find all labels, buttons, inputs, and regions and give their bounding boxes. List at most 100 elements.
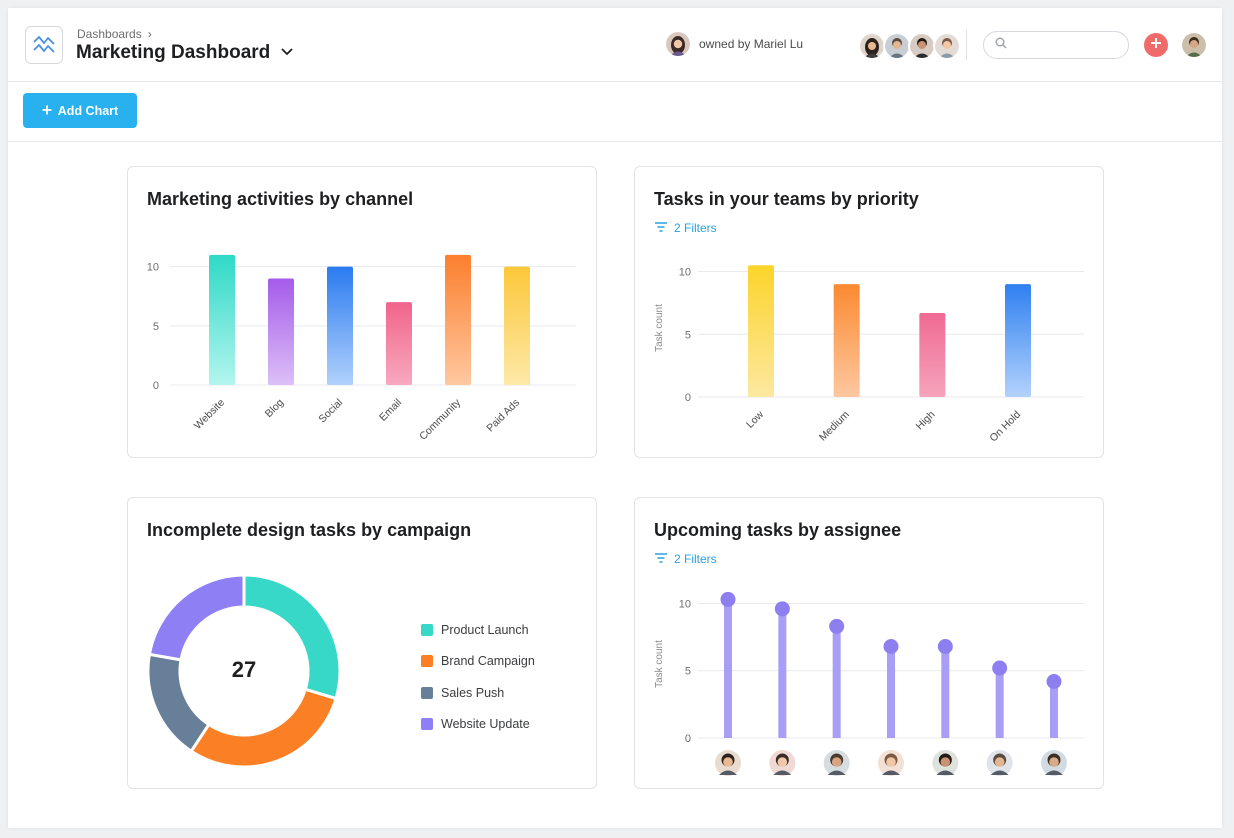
legend-label: Sales Push xyxy=(441,685,505,700)
lollipop-stem[interactable] xyxy=(778,608,787,738)
legend-swatch xyxy=(421,718,433,731)
x-tick-label: Medium xyxy=(817,408,852,443)
search-icon xyxy=(995,36,1007,54)
member-avatar[interactable] xyxy=(883,32,911,60)
legend-item[interactable]: Website Update xyxy=(421,709,535,741)
donut-total: 27 xyxy=(231,657,257,682)
chevron-down-icon[interactable] xyxy=(280,44,294,62)
filter-icon xyxy=(655,221,667,235)
toolbar: Add Chart xyxy=(8,82,1222,142)
legend-item[interactable]: Brand Campaign xyxy=(421,646,535,678)
filters-link[interactable]: 2 Filters xyxy=(655,552,717,566)
lollipop-stem[interactable] xyxy=(832,626,841,738)
chart-title: Upcoming tasks by assignee xyxy=(654,520,902,540)
bar-high[interactable] xyxy=(919,312,946,397)
lollipop-dot[interactable] xyxy=(1046,673,1062,689)
bar-medium[interactable] xyxy=(833,284,860,397)
assignee-avatar[interactable] xyxy=(986,750,1013,776)
bar-chart: 10 5 0 Website Blog Social Email Community Paid … xyxy=(147,254,576,443)
x-tick-label: High xyxy=(914,409,938,433)
x-tick-label: Blog xyxy=(263,397,286,420)
chart-legend: Product Launch Brand Campaign Sales Push We… xyxy=(421,614,535,740)
y-tick-label: 5 xyxy=(685,666,691,678)
lollipop-dot[interactable] xyxy=(992,660,1008,676)
assignee-avatar[interactable] xyxy=(878,750,904,776)
plus-icon xyxy=(42,104,52,118)
bar-low[interactable] xyxy=(748,265,774,397)
bar-social[interactable] xyxy=(327,266,353,385)
filter-icon xyxy=(655,552,667,566)
header-divider xyxy=(966,30,967,60)
lollipop-dot[interactable] xyxy=(720,591,736,607)
chart-card-marketing-activities[interactable]: Marketing activities by channel 10 5 0 Webs… xyxy=(127,166,597,458)
chart-title: Tasks in your teams by priority xyxy=(654,189,919,209)
owner-text: owned by Mariel Lu xyxy=(699,37,804,51)
donut-chart xyxy=(146,573,342,769)
assignee-avatar[interactable] xyxy=(715,750,741,776)
dashboard-chart-icon[interactable] xyxy=(25,26,63,64)
legend-swatch xyxy=(421,623,433,636)
bar-website[interactable] xyxy=(209,254,235,385)
lollipop-stem[interactable] xyxy=(941,646,950,738)
search-input[interactable] xyxy=(1013,38,1123,52)
assignee-avatar[interactable] xyxy=(1041,750,1067,776)
lollipop-dot[interactable] xyxy=(883,639,899,655)
donut-slice-sales-push[interactable] xyxy=(146,652,211,754)
search-box[interactable] xyxy=(983,31,1129,59)
current-user-avatar[interactable] xyxy=(1182,33,1206,57)
y-tick-label: 10 xyxy=(679,598,691,610)
member-avatar[interactable] xyxy=(908,32,936,60)
chart-card-design-tasks[interactable]: Incomplete design tasks by campaign 27 P… xyxy=(127,497,597,789)
breadcrumb-dashboards-link[interactable]: Dashboards xyxy=(77,27,142,41)
y-tick-label: 5 xyxy=(153,321,159,333)
assignee-avatar[interactable] xyxy=(823,750,850,776)
bar-on-hold[interactable] xyxy=(1005,284,1031,397)
x-tick-label: Paid Ads xyxy=(484,397,522,435)
chart-card-tasks-priority[interactable]: Tasks in your teams by priority 2 Filter… xyxy=(634,166,1104,458)
y-tick-label: 5 xyxy=(685,329,691,341)
chart-card-upcoming-tasks[interactable]: Upcoming tasks by assignee 2 Filters 10 5… xyxy=(634,497,1104,789)
filters-link[interactable]: 2 Filters xyxy=(655,221,717,235)
bar-chart: 10 5 0 Task count Low Medium High On Hold xyxy=(654,265,1084,444)
y-tick-label: 10 xyxy=(147,262,159,274)
lollipop-dot[interactable] xyxy=(774,601,790,617)
x-tick-label: Website xyxy=(192,397,227,432)
donut-slice-website-update[interactable] xyxy=(147,573,246,662)
bar-paid-ads[interactable] xyxy=(504,266,530,385)
breadcrumb-separator: › xyxy=(147,27,152,41)
assignee-avatar[interactable] xyxy=(932,750,959,776)
add-button[interactable] xyxy=(1144,33,1168,57)
filters-label: 2 Filters xyxy=(674,552,717,566)
y-axis-label: Task count xyxy=(654,640,665,688)
owner-avatar[interactable] xyxy=(666,32,690,56)
x-tick-label: Community xyxy=(417,396,464,443)
legend-item[interactable]: Product Launch xyxy=(421,614,535,646)
lollipop-chart: 10 5 0 Task count xyxy=(654,591,1084,776)
lollipop-dot[interactable] xyxy=(829,618,845,634)
bar-email[interactable] xyxy=(386,302,412,385)
lollipop-stem[interactable] xyxy=(995,668,1004,738)
lollipop-dot[interactable] xyxy=(937,639,953,655)
add-chart-label: Add Chart xyxy=(57,103,119,118)
donut-slice-brand-campaign[interactable] xyxy=(189,687,338,769)
legend-label: Product Launch xyxy=(441,622,529,637)
add-chart-button[interactable]: Add Chart xyxy=(23,93,137,128)
chart-title: Marketing activities by channel xyxy=(147,189,414,209)
lollipop-stem[interactable] xyxy=(724,599,732,738)
page-title: Marketing Dashboard xyxy=(76,42,271,63)
assignee-avatar[interactable] xyxy=(769,750,796,776)
bar-community[interactable] xyxy=(445,254,471,385)
plus-icon xyxy=(1150,36,1162,54)
chart-title: Incomplete design tasks by campaign xyxy=(147,520,472,540)
app-window: Dashboards › Marketing Dashboard owned b… xyxy=(8,8,1222,828)
y-tick-label: 0 xyxy=(685,392,691,404)
legend-swatch xyxy=(421,655,433,668)
legend-item[interactable]: Sales Push xyxy=(421,677,535,709)
bar-blog[interactable] xyxy=(268,278,294,386)
lollipop-stem[interactable] xyxy=(1050,681,1058,738)
member-avatar[interactable] xyxy=(933,32,961,60)
member-avatar[interactable] xyxy=(858,32,886,60)
lollipop-stem[interactable] xyxy=(887,646,895,738)
member-avatars[interactable] xyxy=(858,32,961,60)
breadcrumb: Dashboards › xyxy=(77,27,152,41)
